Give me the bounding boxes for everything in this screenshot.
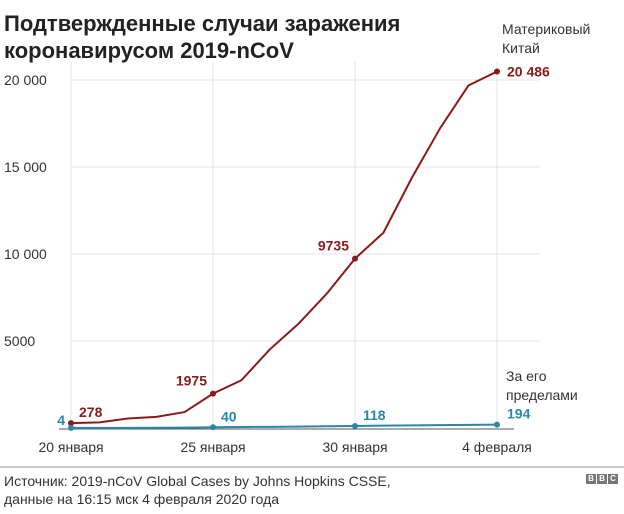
y-tick-label: 15 000 [4,159,47,175]
data-point [210,390,216,397]
data-label: 9735 [318,238,349,254]
title-line-1: Подтвержденные случаи заражения [4,11,401,36]
data-label: 4 [57,412,65,428]
x-tick-label: 25 января [180,439,245,455]
series-line-outside [70,423,498,429]
data-label: 1975 [176,373,207,389]
legend-china-line2: Китай [502,40,540,56]
legend-china-line1: Материковый [502,21,590,37]
data-point [352,255,358,262]
source-line-2: данные на 16:15 мск 4 февраля 2020 года [4,491,280,507]
data-point [210,424,216,431]
data-label: 118 [363,407,386,423]
legend-outside-line1: За его [506,368,547,384]
data-label: 194 [507,406,531,422]
chart-title: Подтвержденные случаи заражения коронави… [4,10,400,64]
y-tick-label: 20 000 [4,72,47,88]
x-tick-label: 20 января [38,439,103,455]
data-label: 278 [79,404,103,420]
data-point [352,422,358,429]
y-tick-label: 10 000 [4,246,47,262]
source-note: Источник: 2019-nCoV Global Cases by John… [4,472,391,508]
data-point [494,421,500,428]
legend-outside-line2: пределами [506,387,578,403]
x-tick-label: 4 февраля [462,439,532,455]
line-chart: 5000 10 000 15 000 20 000 20 января 25 января… [4,21,590,455]
data-point [68,424,74,431]
x-tick-label: 30 января [322,439,387,455]
source-line-1: Источник: 2019-nCoV Global Cases by John… [4,473,391,489]
data-label: 20 486 [507,64,550,80]
footer-divider [0,466,624,468]
series-line-china [70,70,498,425]
data-point [494,68,500,75]
data-label: 40 [221,408,237,424]
title-line-2: коронавирусом 2019-nCoV [4,38,294,63]
y-tick-label: 5000 [4,333,35,349]
data-point [68,420,74,427]
